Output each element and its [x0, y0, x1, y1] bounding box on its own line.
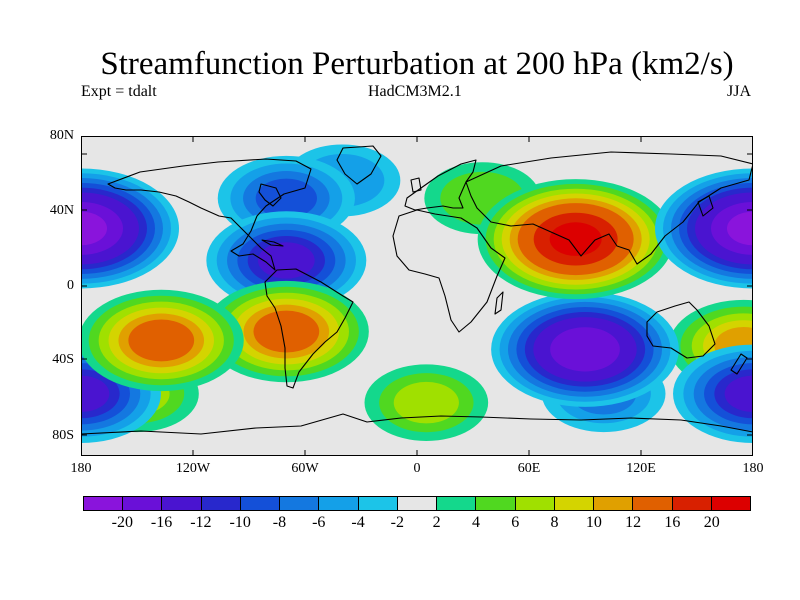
anomaly-cell — [203, 280, 369, 383]
colorbar-swatch — [162, 497, 202, 510]
colorbar-swatch — [476, 497, 516, 510]
chart-title: Streamfunction Perturbation at 200 hPa (… — [100, 46, 734, 82]
coastline-cuba — [261, 239, 284, 247]
colorbar-swatch — [554, 497, 595, 510]
colorbar-swatch — [84, 497, 124, 510]
x-tick-label-60e: 60E — [517, 461, 541, 476]
coastlines — [81, 145, 753, 435]
colorbar-label: 16 — [664, 514, 681, 531]
coastline-japan — [697, 195, 714, 217]
coastline-south-america — [264, 268, 354, 389]
y-tick-label-40s: 40S — [52, 352, 74, 367]
map-plot — [81, 136, 753, 456]
anomaly-cell — [364, 364, 489, 441]
contour-band — [81, 211, 107, 246]
model-label: HadCM3M2.1 — [368, 83, 462, 100]
colorbar-swatch — [201, 497, 241, 510]
colorbar-swatch — [594, 497, 634, 510]
colorbar-swatch — [437, 497, 477, 510]
colorbar-swatch — [515, 497, 555, 510]
colorbar-label: 20 — [703, 514, 720, 531]
contour-band — [258, 242, 315, 279]
contour-band — [253, 310, 320, 353]
colorbar-swatch — [633, 497, 673, 510]
colorbar-label: 6 — [511, 514, 520, 531]
contour-band — [393, 381, 459, 424]
colorbar-swatch — [280, 497, 320, 510]
colorbar-swatch — [123, 497, 163, 510]
colorbar-label: -12 — [190, 514, 212, 531]
x-tick-label-60w: 60W — [291, 461, 319, 476]
colorbar-swatch — [711, 497, 750, 510]
anomaly-cell — [655, 168, 753, 289]
coastline-greenland — [336, 145, 382, 185]
colorbar-label: -8 — [272, 514, 287, 531]
colorbar-swatch — [397, 497, 438, 510]
colorbar-label: 10 — [585, 514, 602, 531]
colorbar-label: -10 — [229, 514, 251, 531]
y-tick-label-0: 0 — [67, 278, 74, 293]
colorbar-label: 4 — [471, 514, 480, 531]
x-tick-label-120w: 120W — [175, 461, 211, 476]
colorbar-label: -20 — [111, 514, 133, 531]
coastline-hudson-bay — [258, 183, 282, 207]
y-tick-label-40n: 40N — [49, 203, 74, 218]
colorbar — [83, 496, 751, 511]
colorbar-label: -6 — [312, 514, 326, 531]
coastline-madagascar — [494, 291, 504, 315]
contour-band — [81, 375, 110, 412]
anomaly-cell — [673, 344, 753, 443]
coastline-africa — [392, 209, 506, 333]
colorbar-label: -2 — [390, 514, 404, 531]
coastline-antarctica — [81, 413, 753, 435]
colorbar-label: 8 — [550, 514, 559, 531]
anomaly-cell — [477, 179, 674, 300]
anomaly-cell — [81, 168, 179, 289]
coastline-new-zealand — [730, 353, 748, 375]
colorbar-label: 2 — [432, 514, 441, 531]
anomaly-cell — [81, 289, 244, 392]
y-tick-label-80n: 80N — [49, 128, 74, 143]
colorbar-swatch — [319, 497, 359, 510]
colorbar-swatch — [358, 497, 398, 510]
x-tick-label-0: 0 — [413, 461, 421, 476]
anomaly-cell — [491, 291, 679, 407]
coastline-north-america — [107, 158, 312, 271]
contour-band — [724, 375, 753, 412]
colorbar-label: -16 — [150, 514, 173, 531]
colorbar-swatch — [240, 497, 281, 510]
y-tick-label-80s: 80S — [52, 428, 74, 443]
colorbar-label: 12 — [625, 514, 642, 531]
contour-band — [727, 211, 753, 246]
season-label: JJA — [727, 83, 752, 100]
contour-band — [128, 319, 195, 362]
x-tick-label-180w: 180 — [70, 461, 92, 476]
x-tick-label-180e: 180 — [742, 461, 764, 476]
coastline-british-isles — [410, 177, 422, 193]
coastline-australia — [646, 301, 716, 359]
colorbar-label: -4 — [351, 514, 365, 531]
contour-band — [550, 327, 620, 372]
axis-ticks — [81, 136, 753, 456]
x-tick-label-120e: 120E — [626, 461, 656, 476]
colorbar-swatch — [672, 497, 712, 510]
coastline-europe — [404, 159, 477, 211]
coastline-asia — [465, 151, 753, 265]
contour-band — [549, 222, 602, 256]
experiment-label: Expt = tdalt — [81, 83, 157, 100]
